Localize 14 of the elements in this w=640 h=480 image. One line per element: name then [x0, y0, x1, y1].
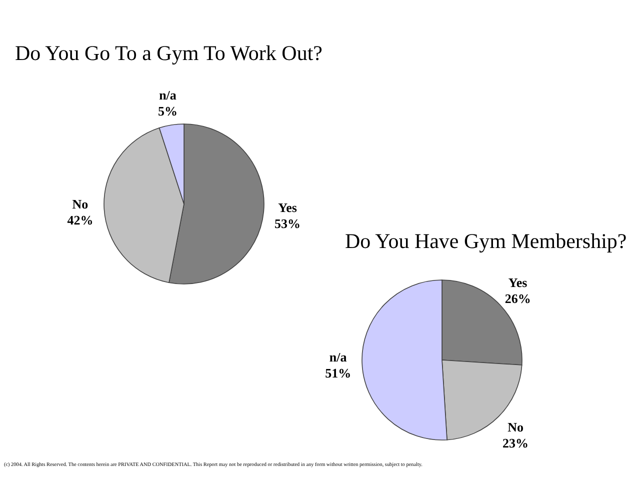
data-label: 23%: [502, 436, 529, 451]
data-label: 51%: [325, 365, 352, 380]
slice-label: Yes: [278, 200, 297, 215]
slice-label: No: [72, 196, 88, 212]
data-label: 5%: [158, 103, 178, 118]
slice-label: No: [508, 420, 524, 435]
slice-label: Yes: [508, 274, 528, 290]
chart-title: Do You Have Gym Membership?: [345, 229, 627, 253]
slice-label: n/a: [329, 349, 348, 364]
data-label: 26%: [504, 290, 531, 306]
data-label: 42%: [67, 212, 94, 228]
slice-label: n/a: [159, 87, 177, 102]
data-label: 53%: [274, 216, 301, 231]
chart-title: Do You Go To a Gym To Work Out?: [15, 41, 322, 65]
